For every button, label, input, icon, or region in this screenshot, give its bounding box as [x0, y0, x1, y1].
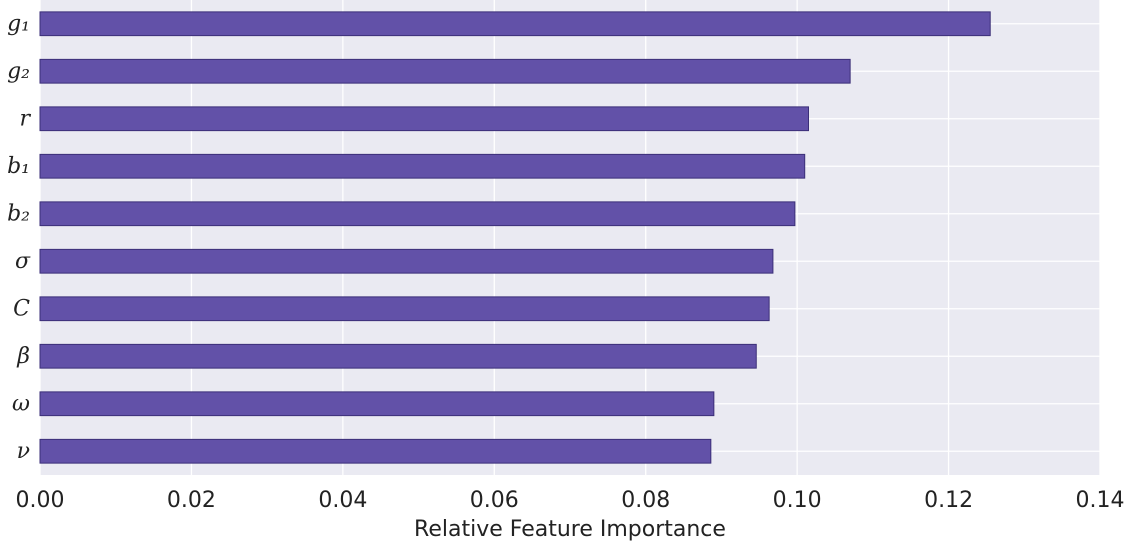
category-label: β — [16, 344, 30, 369]
x-tick-label: 0.10 — [773, 488, 822, 513]
category-label: ν — [17, 439, 30, 464]
x-axis-title: Relative Feature Importance — [414, 517, 726, 542]
x-tick-label: 0.02 — [167, 488, 216, 513]
category-label: σ — [15, 249, 31, 274]
category-label: g₁ — [7, 11, 30, 36]
category-label: b₂ — [7, 201, 30, 226]
category-label: b₁ — [7, 154, 30, 179]
bar — [39, 58, 851, 84]
category-label: r — [19, 106, 31, 131]
bar — [39, 296, 770, 322]
bar — [39, 11, 991, 37]
bar — [39, 248, 774, 274]
category-label: C — [13, 296, 30, 321]
bar — [39, 438, 712, 464]
bars — [39, 11, 991, 464]
bar — [39, 201, 796, 227]
category-label: ω — [12, 391, 30, 416]
bar — [39, 343, 757, 369]
x-tick-label: 0.04 — [318, 488, 367, 513]
x-tick-label: 0.12 — [924, 488, 973, 513]
x-tick-label: 0.14 — [1076, 488, 1125, 513]
x-tick-labels: 0.00 0.02 0.04 0.06 0.08 0.10 0.12 0.14 — [16, 488, 1125, 513]
x-tick-label: 0.08 — [621, 488, 670, 513]
x-tick-label: 0.06 — [470, 488, 519, 513]
bar — [39, 106, 809, 132]
x-tick-label: 0.00 — [16, 488, 65, 513]
bar — [39, 391, 715, 417]
bar — [39, 153, 806, 179]
category-label: g₂ — [7, 59, 30, 84]
